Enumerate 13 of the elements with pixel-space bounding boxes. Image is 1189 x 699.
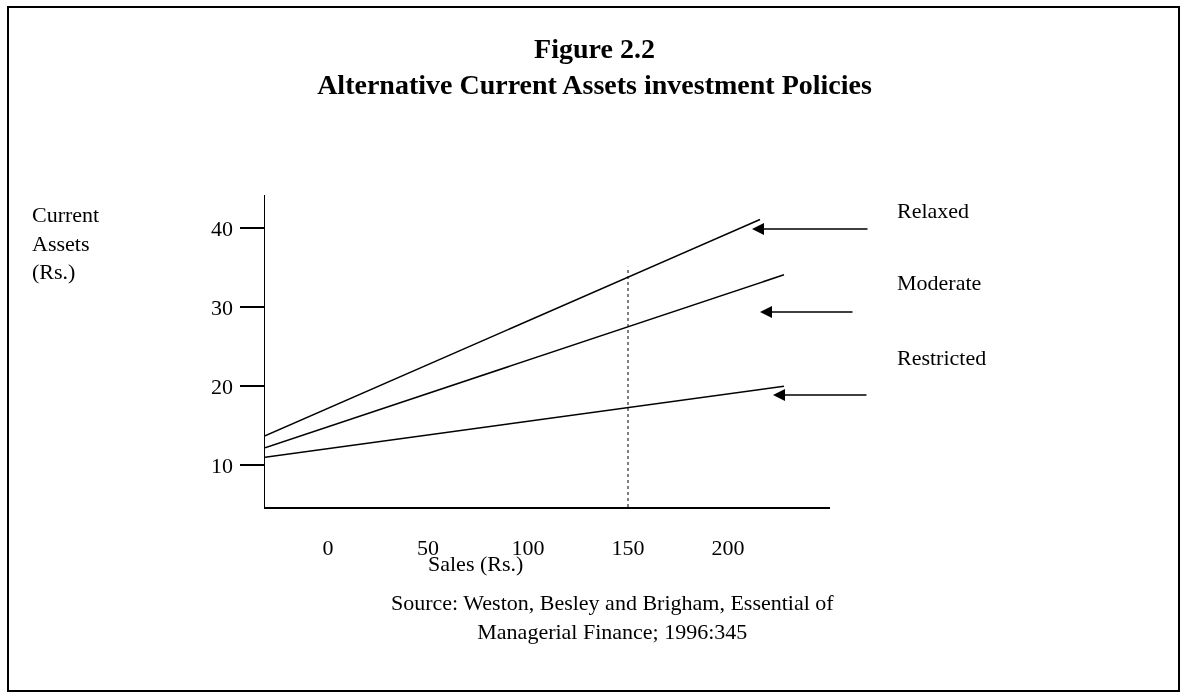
- y-tick-label: 20: [211, 373, 234, 399]
- y-tick-label: 10: [211, 452, 234, 478]
- text: Current Assets (Rs.): [32, 202, 100, 285]
- source-note: Source: Weston, Besley and Brigham, Essential of Managerial Finance; 1996:345: [391, 590, 835, 644]
- text: Relaxed: [897, 198, 970, 223]
- x-tick-label: 0: [322, 534, 334, 560]
- text: Moderate: [897, 270, 982, 295]
- chart-title: Figure 2.2 Alternative Current Assets investment Policies: [317, 33, 872, 101]
- y-tick-label: 30: [211, 294, 234, 320]
- x-tick-label: 200: [711, 534, 745, 560]
- x-tick-label: 150: [611, 534, 645, 560]
- text: Restricted: [897, 345, 987, 370]
- y-tick-label: 40: [211, 215, 234, 241]
